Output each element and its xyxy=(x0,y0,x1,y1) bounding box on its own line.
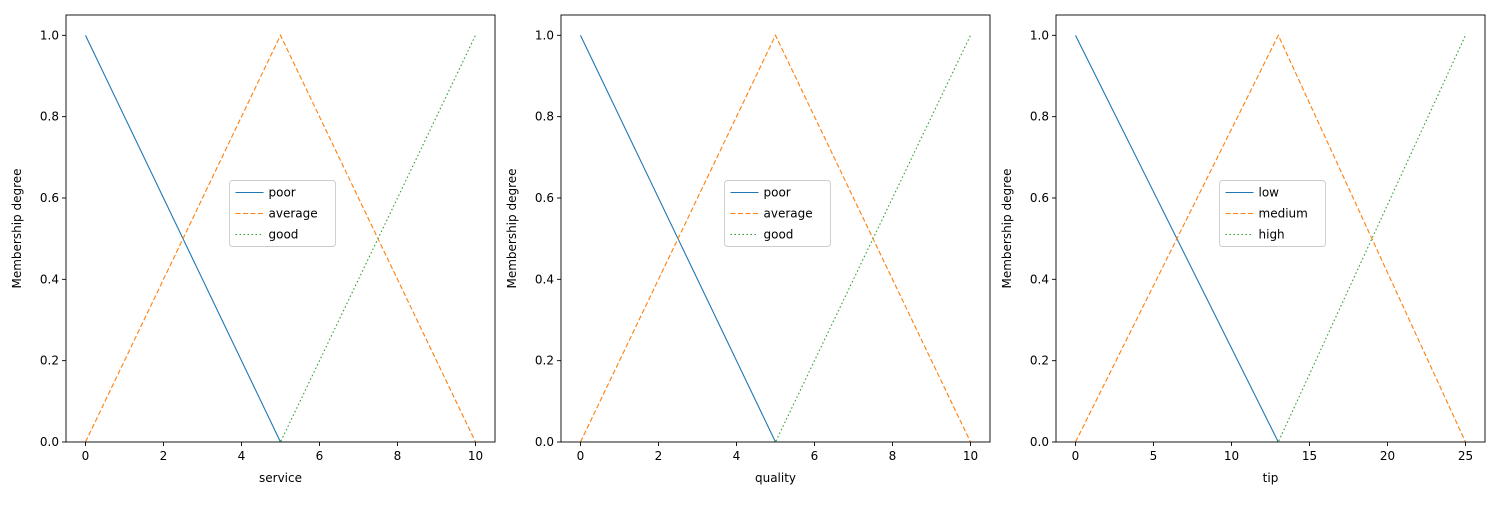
y-tick-label: 0.2 xyxy=(535,354,554,368)
x-axis-label: service xyxy=(259,471,302,485)
legend-label-poor: poor xyxy=(764,186,791,200)
axes-frame xyxy=(1055,14,1486,443)
series-line-average xyxy=(85,34,476,442)
y-tick-label: 0.0 xyxy=(40,435,59,449)
x-tick-label: 25 xyxy=(1458,449,1473,463)
series-line-high xyxy=(1075,35,1466,442)
y-tick-label: 0.0 xyxy=(1030,435,1049,449)
axes-frame xyxy=(65,14,496,443)
y-tick-label: 1.0 xyxy=(535,28,554,42)
x-tick-label: 4 xyxy=(733,449,741,463)
legend-label-good: good xyxy=(764,228,794,242)
x-tick-label: 20 xyxy=(1380,449,1395,463)
series-line-poor xyxy=(580,35,971,442)
y-tick-label: 1.0 xyxy=(40,28,59,42)
legend-label-average: average xyxy=(269,207,318,221)
chart-panel-2: 0 5 10 15 20 25 0.0 0.2 0.4 0.6 0.8 1.0 tip Membershi… xyxy=(1000,14,1486,485)
x-tick-label: 8 xyxy=(394,449,402,463)
series-group xyxy=(85,34,476,442)
x-tick-label: 2 xyxy=(160,449,168,463)
x-tick-label: 8 xyxy=(889,449,897,463)
y-tick-label: 0.8 xyxy=(1030,110,1049,124)
series-line-average xyxy=(580,34,971,442)
x-axis-label: quality xyxy=(755,471,796,485)
series-line-medium xyxy=(1075,34,1466,442)
y-tick-label: 0.6 xyxy=(535,191,554,205)
x-tick-label: 0 xyxy=(82,449,90,463)
y-tick-label: 0.6 xyxy=(40,191,59,205)
y-tick-label: 0.2 xyxy=(1030,354,1049,368)
legend: poor average good xyxy=(229,180,336,247)
chart-panel-0: 0 2 4 6 8 10 0.0 0.2 0.4 0.6 0.8 1.0 service Membersh… xyxy=(10,14,496,485)
series-line-poor xyxy=(85,35,476,442)
legend-box xyxy=(229,180,336,247)
legend-box xyxy=(724,180,831,247)
y-axis-label: Membership degree xyxy=(10,168,24,288)
y-axis-label: Membership degree xyxy=(1000,168,1014,288)
x-tick-label: 6 xyxy=(316,449,324,463)
legend: poor average good xyxy=(724,180,831,247)
x-tick-label: 6 xyxy=(811,449,819,463)
y-tick-label: 0.0 xyxy=(535,435,554,449)
y-tick-label: 0.2 xyxy=(40,354,59,368)
series-group xyxy=(1075,34,1466,442)
x-axis-label: tip xyxy=(1263,471,1279,485)
series-line-low xyxy=(1075,35,1466,442)
x-tick-label: 4 xyxy=(238,449,246,463)
axes-frame xyxy=(560,14,991,443)
legend-label-high: high xyxy=(1259,228,1285,242)
y-axis-label: Membership degree xyxy=(505,168,519,288)
x-tick-label: 10 xyxy=(468,449,483,463)
y-tick-label: 0.8 xyxy=(40,110,59,124)
y-tick-label: 0.4 xyxy=(1030,272,1049,286)
y-tick-label: 0.4 xyxy=(40,272,59,286)
x-tick-label: 10 xyxy=(1224,449,1239,463)
y-tick-label: 0.8 xyxy=(535,110,554,124)
x-tick-label: 0 xyxy=(577,449,585,463)
series-group xyxy=(580,34,971,442)
x-tick-label: 0 xyxy=(1072,449,1080,463)
legend: low medium high xyxy=(1219,180,1326,247)
y-tick-label: 1.0 xyxy=(1030,28,1049,42)
x-tick-label: 15 xyxy=(1302,449,1317,463)
chart-panel-1: 0 2 4 6 8 10 0.0 0.2 0.4 0.6 0.8 1.0 quality Membersh… xyxy=(505,14,991,485)
y-tick-label: 0.4 xyxy=(535,272,554,286)
legend-label-good: good xyxy=(269,228,299,242)
x-tick-label: 5 xyxy=(1150,449,1158,463)
x-tick-label: 2 xyxy=(655,449,663,463)
legend-box xyxy=(1219,180,1326,247)
legend-label-low: low xyxy=(1259,186,1280,200)
legend-label-poor: poor xyxy=(269,186,296,200)
legend-label-average: average xyxy=(764,207,813,221)
y-tick-label: 0.6 xyxy=(1030,191,1049,205)
x-tick-label: 10 xyxy=(963,449,978,463)
legend-label-medium: medium xyxy=(1259,207,1308,221)
